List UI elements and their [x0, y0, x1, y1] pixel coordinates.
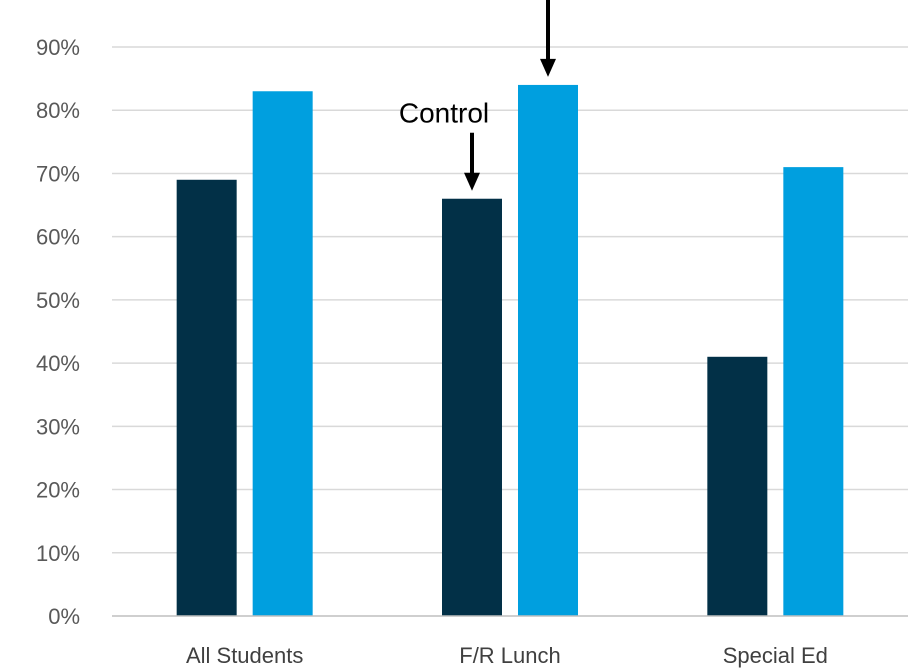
y-tick-label: 90% — [36, 35, 80, 60]
bar-f-r-lunch-s0 — [442, 198, 502, 616]
bars — [176, 84, 844, 616]
x-axis: All Students F/R Lunch Special Ed — [112, 615, 908, 668]
y-tick-label: 50% — [36, 288, 80, 313]
x-tick-label: F/R Lunch — [459, 643, 561, 668]
bar-special-ed-s0 — [707, 356, 768, 616]
x-tick-label: All Students — [186, 643, 303, 668]
bar-special-ed-s1 — [783, 167, 844, 616]
bar-f-r-lunch-s1 — [518, 84, 578, 616]
annotation-arrow-head — [464, 172, 480, 191]
y-tick-label: 40% — [36, 351, 80, 376]
bar-all-students-s0 — [176, 179, 237, 616]
y-tick-label: 30% — [36, 414, 80, 439]
y-tick-label: 10% — [36, 541, 80, 566]
x-tick-label: Special Ed — [723, 643, 828, 668]
y-tick-label: 80% — [36, 98, 80, 123]
y-tick-label: 0% — [48, 604, 80, 629]
annotations: Control — [399, 0, 556, 191]
y-axis-ticks: 0% 10% 20% 30% 40% 50% 60% 70% 80% 90% — [36, 35, 80, 629]
annotation-label: Control — [399, 98, 489, 129]
annotation-arrow-head — [540, 58, 556, 77]
y-tick-label: 70% — [36, 161, 80, 186]
gridlines — [112, 46, 908, 554]
y-tick-label: 20% — [36, 478, 80, 503]
bar-all-students-s1 — [252, 91, 313, 616]
y-tick-label: 60% — [36, 225, 80, 250]
